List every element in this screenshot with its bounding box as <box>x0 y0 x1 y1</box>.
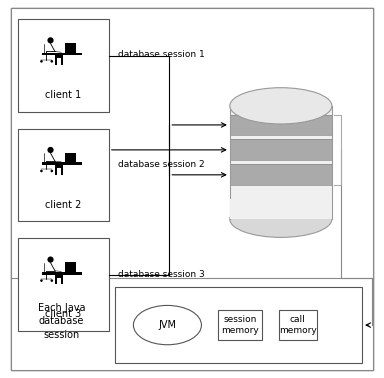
Bar <box>18 129 109 221</box>
Bar <box>11 8 373 280</box>
Ellipse shape <box>133 305 202 345</box>
Text: client 1: client 1 <box>45 90 82 100</box>
Bar <box>55 275 63 285</box>
Bar <box>65 43 76 53</box>
Bar <box>65 153 76 163</box>
Text: call
memory: call memory <box>279 315 317 335</box>
Bar <box>230 139 332 160</box>
Ellipse shape <box>230 201 332 237</box>
Circle shape <box>51 60 53 63</box>
Bar <box>279 310 317 340</box>
Circle shape <box>51 170 53 172</box>
Circle shape <box>40 279 43 282</box>
Bar <box>55 165 63 175</box>
Text: database session 3: database session 3 <box>118 270 205 279</box>
Bar <box>18 238 109 331</box>
Bar <box>218 310 262 340</box>
Bar <box>65 262 76 272</box>
Text: database session 1: database session 1 <box>118 50 205 59</box>
Bar <box>18 19 109 112</box>
Circle shape <box>40 170 43 172</box>
Bar <box>230 115 332 135</box>
Circle shape <box>40 60 43 63</box>
Bar <box>230 199 332 219</box>
Ellipse shape <box>230 88 332 124</box>
Bar <box>42 53 82 56</box>
Bar <box>56 277 61 285</box>
Bar <box>42 163 82 165</box>
Bar <box>230 164 332 185</box>
Bar <box>114 287 362 363</box>
Circle shape <box>47 37 54 43</box>
Bar <box>56 168 61 175</box>
Text: client 3: client 3 <box>45 310 82 319</box>
Bar <box>11 278 373 370</box>
Text: JVM: JVM <box>159 320 176 330</box>
Circle shape <box>47 147 54 153</box>
Bar <box>56 58 61 65</box>
Circle shape <box>51 279 53 282</box>
Text: Each Java
database
session: Each Java database session <box>38 303 85 339</box>
Text: client 2: client 2 <box>45 200 82 210</box>
Bar <box>230 106 332 219</box>
Text: session
memory: session memory <box>221 315 259 335</box>
Bar <box>42 272 82 275</box>
Bar <box>55 56 63 65</box>
Circle shape <box>47 257 54 263</box>
Text: database session 2: database session 2 <box>118 160 205 169</box>
